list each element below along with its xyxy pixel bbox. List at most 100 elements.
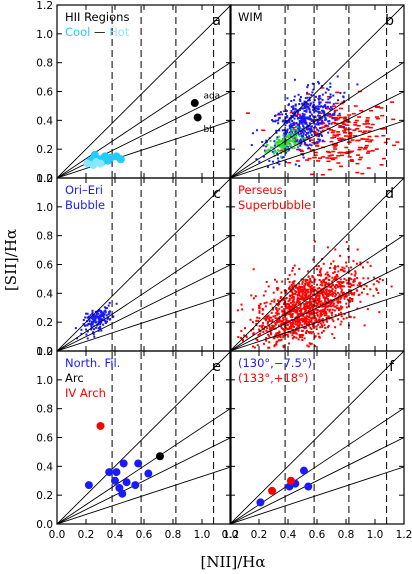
cloud-point <box>329 299 332 302</box>
cloud-point <box>341 294 344 297</box>
cloud-point <box>351 300 354 303</box>
cloud-point <box>339 285 342 288</box>
cloud-point <box>309 330 312 333</box>
x-tick-label: 0.0 <box>49 529 66 541</box>
cloud-point <box>305 110 308 113</box>
cloud-point <box>358 130 363 133</box>
cloud-point <box>265 336 268 339</box>
cloud-point <box>305 136 308 139</box>
cloud-point <box>291 119 294 122</box>
cloud-point <box>375 117 380 120</box>
cloud-point <box>285 116 288 119</box>
cloud-point <box>332 320 335 323</box>
cloud-point <box>284 143 287 146</box>
y-tick-label: 0.2 <box>36 317 53 329</box>
cloud-point <box>268 148 271 151</box>
cloud-point <box>99 323 102 326</box>
cloud-point <box>289 313 292 316</box>
cloud-point <box>322 321 325 324</box>
cloud-point <box>294 103 297 106</box>
cloud-point <box>287 305 290 308</box>
cloud-point <box>269 330 272 333</box>
cloud-point <box>325 290 328 293</box>
cloud-point <box>294 316 297 319</box>
cloud-point <box>329 293 332 296</box>
cloud-point <box>285 317 288 320</box>
data-point <box>286 476 295 485</box>
ratio-line <box>230 437 404 524</box>
cloud-point <box>291 314 294 317</box>
cloud-point <box>308 124 311 127</box>
cloud-point <box>300 140 303 143</box>
cloud-point <box>288 299 291 302</box>
cloud-point <box>318 300 321 303</box>
data-point <box>105 468 114 477</box>
cloud-point <box>318 287 321 290</box>
cloud-point <box>281 309 284 312</box>
cloud-point <box>339 92 342 95</box>
cloud-point <box>315 317 318 320</box>
cloud-point <box>323 280 326 283</box>
cloud-point <box>74 327 77 330</box>
cloud-point <box>308 315 311 318</box>
cloud-point <box>316 287 319 290</box>
cloud-point <box>278 149 281 152</box>
y-tick-label: 1.0 <box>36 29 53 41</box>
cloud-point <box>293 110 296 113</box>
cloud-point <box>328 116 333 118</box>
cloud-point <box>335 117 340 120</box>
data-point <box>131 481 140 490</box>
cloud-point <box>332 146 337 148</box>
cloud-point <box>309 317 312 320</box>
cloud-point <box>339 323 342 326</box>
cloud-point <box>331 150 336 153</box>
cloud-point <box>272 166 275 169</box>
cloud-point <box>287 120 290 123</box>
cloud-point <box>296 113 301 116</box>
cloud-point <box>305 159 310 161</box>
cloud-point <box>294 131 297 134</box>
cloud-point <box>305 117 308 120</box>
cloud-point <box>337 152 342 154</box>
cloud-point <box>338 126 343 128</box>
panel-letter: e <box>212 359 221 375</box>
cloud-point <box>330 302 333 305</box>
cloud-point <box>312 104 315 107</box>
cloud-point <box>361 266 364 269</box>
cloud-point <box>329 85 332 88</box>
cloud-point <box>372 294 375 297</box>
cloud-point <box>324 305 327 308</box>
cloud-point <box>325 157 330 159</box>
cloud-point <box>332 272 335 275</box>
cloud-point <box>86 330 89 333</box>
cloud-point <box>330 262 333 265</box>
cloud-point <box>299 318 302 321</box>
cloud-point <box>105 306 108 309</box>
cloud-point <box>306 125 309 128</box>
cloud-point <box>256 344 259 347</box>
cloud-point <box>293 325 296 328</box>
cloud-point <box>299 135 302 138</box>
cloud-point <box>308 96 311 99</box>
cloud-point <box>319 303 322 306</box>
cloud-point <box>293 135 296 138</box>
cloud-point <box>367 277 370 280</box>
cloud-point <box>339 311 342 314</box>
cloud-point <box>359 261 362 264</box>
cloud-point <box>352 129 357 131</box>
cloud-point <box>272 120 275 123</box>
cloud-point <box>303 106 306 109</box>
cloud-point <box>341 138 346 141</box>
cloud-point <box>98 317 101 320</box>
cloud-point <box>268 346 271 349</box>
cloud-point <box>367 135 372 138</box>
cloud-point <box>288 326 291 329</box>
cloud-point <box>314 133 319 136</box>
cloud-point <box>338 165 343 168</box>
cloud-point <box>306 306 309 309</box>
cloud-point <box>301 317 304 320</box>
cloud-point <box>85 312 88 315</box>
cloud-point <box>334 326 337 329</box>
cloud-point <box>304 130 307 133</box>
cloud-point <box>274 323 277 326</box>
